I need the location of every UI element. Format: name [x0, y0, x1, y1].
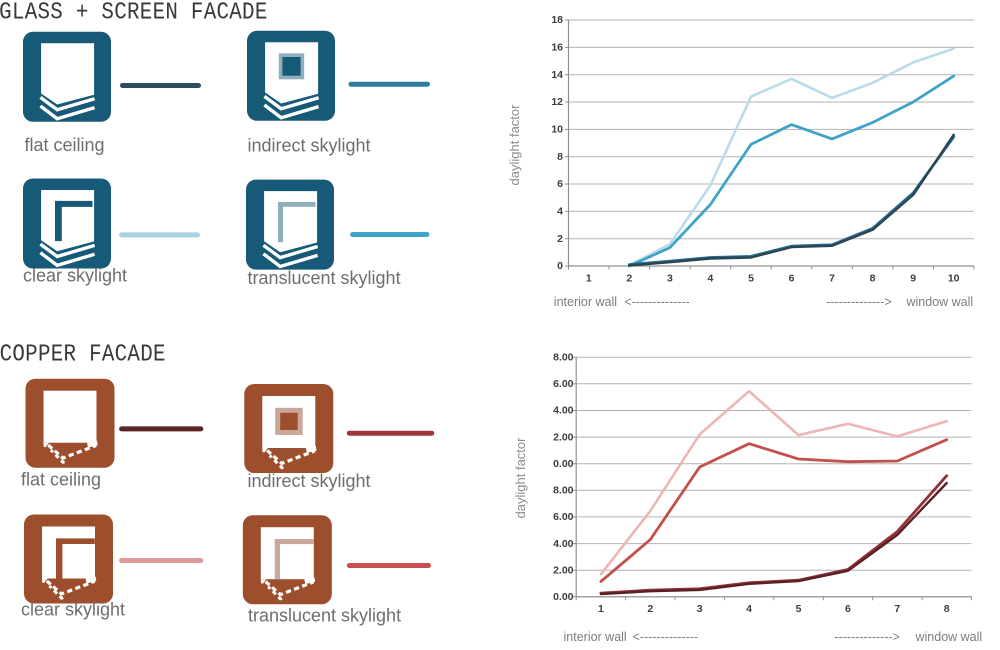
svg-text:2: 2 — [626, 273, 632, 285]
svg-text:14: 14 — [551, 69, 563, 81]
svg-text:clear skylight: clear skylight — [23, 266, 127, 286]
svg-text:clear skylight: clear skylight — [21, 600, 125, 620]
svg-text:8.00: 8.00 — [553, 485, 574, 497]
svg-text:18: 18 — [551, 14, 563, 26]
svg-text:<--------------: <-------------- — [633, 630, 699, 644]
svg-text:translucent skylight: translucent skylight — [248, 268, 401, 288]
svg-text:8.00: 8.00 — [553, 351, 574, 363]
svg-text:interior wall: interior wall — [564, 630, 627, 644]
svg-text:<--------------: <-------------- — [624, 295, 690, 309]
svg-text:COPPER FACADE: COPPER FACADE — [0, 340, 166, 368]
svg-text:6: 6 — [557, 178, 563, 190]
svg-text:3: 3 — [667, 273, 673, 285]
svg-text:5: 5 — [748, 273, 754, 285]
svg-text:9: 9 — [910, 273, 916, 285]
svg-text:6: 6 — [845, 603, 851, 615]
svg-text:8: 8 — [870, 273, 876, 285]
svg-text:4: 4 — [746, 603, 752, 615]
svg-text:1: 1 — [586, 273, 592, 285]
svg-text:4.00: 4.00 — [553, 538, 574, 550]
svg-text:2: 2 — [557, 233, 563, 245]
svg-text:6.00: 6.00 — [553, 378, 574, 390]
svg-text:-------------->: --------------> — [826, 295, 892, 309]
svg-text:6: 6 — [789, 273, 795, 285]
svg-text:GLASS + SCREEN FACADE: GLASS + SCREEN FACADE — [0, 0, 268, 26]
svg-text:4.00: 4.00 — [553, 405, 574, 417]
svg-text:4: 4 — [707, 273, 713, 285]
svg-text:flat ceiling: flat ceiling — [25, 135, 105, 155]
svg-text:10: 10 — [948, 273, 960, 285]
svg-text:interior wall: interior wall — [554, 295, 617, 309]
svg-text:7: 7 — [894, 603, 900, 615]
svg-text:6.00: 6.00 — [553, 511, 574, 523]
svg-text:indirect skylight: indirect skylight — [248, 471, 371, 491]
svg-text:5: 5 — [796, 603, 802, 615]
svg-text:translucent skylight: translucent skylight — [248, 606, 401, 626]
svg-text:2.00: 2.00 — [553, 564, 574, 576]
svg-text:2.00: 2.00 — [553, 431, 574, 443]
svg-text:daylight factor: daylight factor — [513, 437, 528, 519]
svg-text:window wall: window wall — [906, 295, 974, 309]
svg-text:8: 8 — [557, 151, 563, 163]
svg-text:10: 10 — [551, 124, 563, 136]
svg-text:indirect skylight: indirect skylight — [248, 136, 371, 156]
svg-text:4: 4 — [557, 206, 563, 218]
svg-text:0: 0 — [557, 260, 563, 272]
svg-text:8: 8 — [944, 603, 950, 615]
svg-text:12: 12 — [551, 96, 563, 108]
svg-text:1: 1 — [598, 603, 604, 615]
svg-text:daylight factor: daylight factor — [507, 104, 522, 186]
svg-text:0.00: 0.00 — [553, 591, 574, 603]
svg-text:3: 3 — [697, 603, 703, 615]
svg-text:2: 2 — [647, 603, 653, 615]
svg-text:0.00: 0.00 — [553, 458, 574, 470]
svg-text:window wall: window wall — [915, 630, 983, 644]
svg-text:-------------->: --------------> — [834, 630, 900, 644]
svg-text:7: 7 — [829, 273, 835, 285]
svg-text:flat ceiling: flat ceiling — [21, 470, 101, 490]
svg-text:16: 16 — [551, 42, 563, 54]
